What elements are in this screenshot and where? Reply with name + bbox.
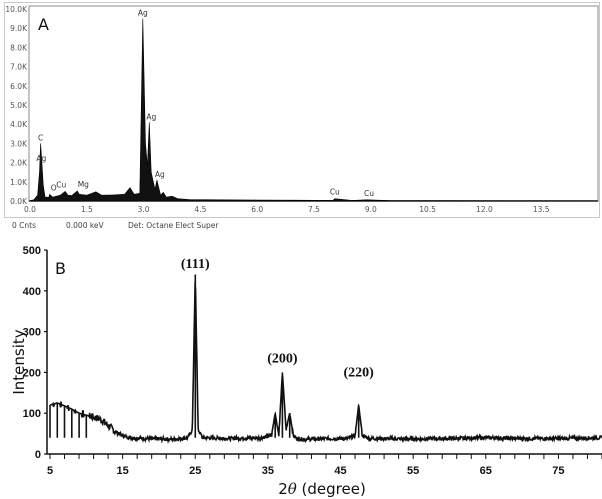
eds-peak-label: Cu (56, 180, 66, 189)
eds-spectrum-chart: 0.0K 1.0K 2.0K 3.0K 4.0K 5.0K 6.0K 7.0K 8.0K 9.0K… (5, 5, 599, 214)
eds-y-tick: 7.0K (10, 63, 28, 72)
eds-peak-label: Ag (155, 170, 165, 179)
eds-x-tick: 13.5 (533, 205, 550, 214)
eds-spectrum-panel: 0.0K 1.0K 2.0K 3.0K 4.0K 5.0K 6.0K 7.0K 8.0K 9.0K… (4, 2, 600, 218)
xrd-y-tick: 100 (23, 408, 41, 420)
xrd-x-tick: 5 (47, 465, 53, 477)
eds-peak-label: Cu (330, 188, 340, 197)
eds-peak-label: Ag (138, 9, 148, 18)
xrd-pattern-chart: 0 100 200 300 400 500 5 15 25 35 45 55 65 75 (111) (2… (10, 245, 602, 498)
xrd-x-tick: 35 (262, 465, 274, 477)
xrd-y-tick: 500 (23, 245, 41, 257)
eds-x-tick: 3.0 (138, 205, 150, 214)
xrd-y-tick: 200 (23, 367, 41, 379)
eds-y-tick: 1.0K (10, 178, 28, 187)
xrd-x-minor-ticks (49, 454, 602, 459)
xrd-x-tick: 15 (117, 465, 129, 477)
eds-x-tick-labels: 0.0 1.5 3.0 4.5 6.0 7.5 9.0 10.5 12.0 13.5 (24, 205, 550, 214)
eds-y-tick: 6.0K (10, 82, 28, 91)
eds-energy-readout: 0.000 keV (66, 221, 104, 230)
xrd-y-tick: 0 (35, 449, 41, 461)
eds-y-tick: 0.0K (10, 197, 28, 206)
xrd-x-axis-title: 2θ (degree) (278, 480, 366, 498)
eds-spectrum-area (29, 18, 599, 202)
xrd-x-tick: 45 (334, 465, 346, 477)
xrd-x-tick: 65 (480, 465, 492, 477)
panel-a-label: A (38, 15, 49, 34)
eds-counts-readout: 0 Cnts (12, 221, 36, 230)
eds-y-tick: 8.0K (10, 43, 28, 52)
eds-peak-label: C (38, 133, 43, 142)
xrd-pattern-line (49, 274, 602, 445)
eds-peak-label: O (51, 183, 57, 192)
eds-x-tick: 1.5 (81, 205, 93, 214)
eds-y-tick: 4.0K (10, 120, 28, 129)
panel-b-label: B (55, 259, 66, 278)
eds-peak-label: Cu (364, 189, 374, 198)
eds-y-tick: 9.0K (10, 24, 28, 33)
xrd-peak-label: (111) (181, 257, 210, 272)
eds-x-tick: 0.0 (24, 205, 36, 214)
eds-peak-label: Ag (36, 154, 46, 163)
xrd-pattern-panel: 0 100 200 300 400 500 5 15 25 35 45 55 65 75 (111) (2… (0, 232, 602, 499)
xrd-x-tick: 75 (552, 465, 564, 477)
eds-x-tick: 12.0 (476, 205, 493, 214)
eds-y-tick: 2.0K (10, 159, 28, 168)
eds-y-tick-labels: 0.0K 1.0K 2.0K 3.0K 4.0K 5.0K 6.0K 7.0K 8.0K 9.0K… (5, 5, 28, 206)
eds-y-tick: 5.0K (10, 101, 28, 110)
xrd-y-tick-labels: 0 100 200 300 400 500 (23, 245, 47, 461)
eds-plot-frame (28, 5, 599, 202)
xrd-peak-labels: (111) (200) (220) (181, 257, 374, 381)
eds-x-tick: 7.5 (308, 205, 320, 214)
xrd-y-tick: 400 (23, 286, 41, 298)
eds-detector-readout: Det: Octane Elect Super (128, 221, 219, 230)
xrd-y-tick: 300 (23, 327, 41, 339)
eds-y-tick: 10.0K (5, 5, 28, 14)
xrd-x-tick: 25 (189, 465, 201, 477)
eds-x-tick: 10.5 (419, 205, 436, 214)
xrd-y-axis-title: Intensity (10, 329, 28, 394)
eds-x-tick: 4.5 (194, 205, 206, 214)
eds-x-tick: 6.0 (251, 205, 263, 214)
eds-x-tick: 9.0 (365, 205, 377, 214)
eds-y-tick: 3.0K (10, 139, 28, 148)
eds-peak-label: Ag (146, 112, 156, 121)
xrd-x-tick: 55 (407, 465, 419, 477)
xrd-peak-label: (200) (267, 352, 298, 367)
xrd-peak-label: (220) (344, 365, 375, 380)
xrd-x-tick-labels: 5 15 25 35 45 55 65 75 (47, 465, 565, 477)
eds-peak-label: Mg (78, 180, 89, 189)
